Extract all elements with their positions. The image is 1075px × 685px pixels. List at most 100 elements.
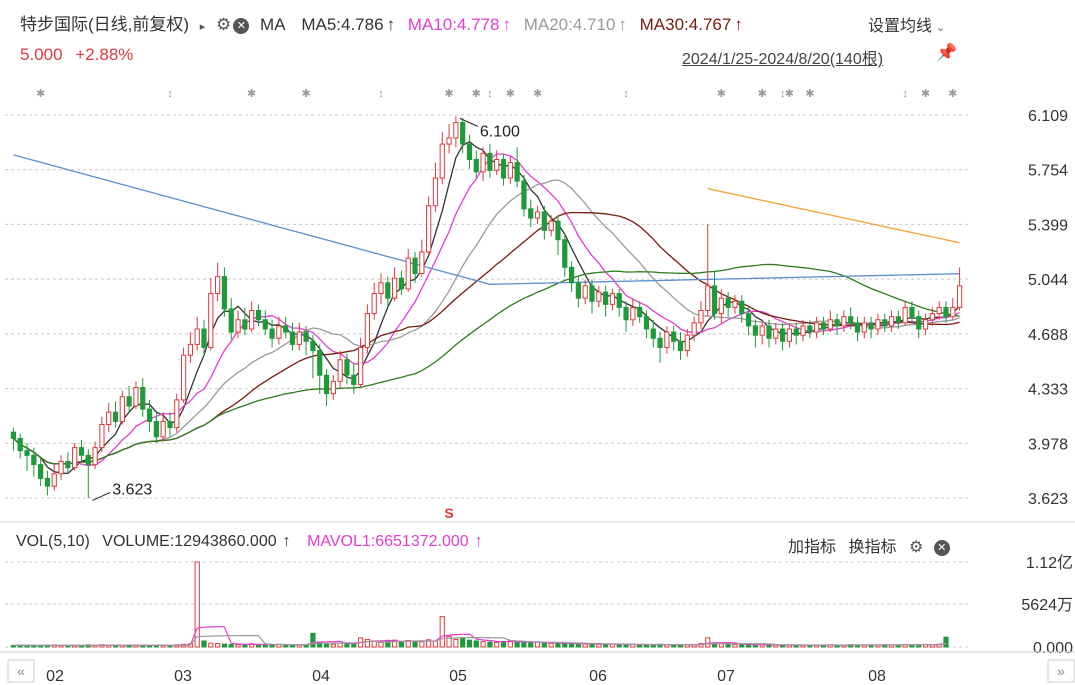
scroll-left-button[interactable] (7, 659, 35, 683)
candle-down (44, 477, 51, 487)
candle-down (167, 420, 173, 429)
y-tick-label: 4.688 (1028, 327, 1068, 344)
candle-up (630, 306, 636, 321)
vol-label[interactable]: VOL(5,10) (16, 533, 90, 550)
candle-up (548, 220, 554, 231)
candle-up (861, 322, 867, 333)
volume-bar (745, 644, 752, 648)
candle-up (357, 346, 364, 385)
candle-up (391, 277, 398, 299)
indicator-gear-icon[interactable]: ⚙ (908, 539, 924, 556)
high-arrow (459, 117, 479, 127)
volume-bar (521, 641, 527, 648)
date-range[interactable]: 2024/1/25-2024/8/20(140根) (682, 45, 883, 69)
candle-down (262, 319, 268, 330)
volume-bar (228, 644, 234, 648)
volume-bar (391, 639, 398, 648)
candle-down (943, 306, 949, 318)
ma10-arrow: ↑ (502, 15, 511, 34)
candle-up (929, 313, 935, 321)
volume-bar (616, 644, 622, 648)
ma20-arrow: ↑ (618, 15, 627, 34)
candle-up (378, 282, 384, 295)
volume-bar (310, 632, 316, 648)
volume-bar (405, 640, 411, 648)
candle-down (780, 328, 786, 342)
candle-down (739, 300, 745, 315)
candle-down (820, 322, 827, 330)
candle-up (936, 306, 942, 315)
candle-up (773, 328, 779, 339)
x-tick-label: 02 (46, 668, 64, 685)
expand-triangle-icon[interactable]: ▸ (199, 21, 206, 33)
candle-down (725, 297, 731, 308)
volume-bar (718, 643, 724, 648)
candle-up (432, 177, 439, 207)
candle-down (31, 454, 37, 466)
candle-up (922, 319, 929, 330)
ma250-line (707, 187, 960, 244)
candle-up (160, 420, 166, 438)
stock-title[interactable]: 特步国际(日线,前复权) (20, 15, 190, 34)
gear-icon[interactable]: ⚙ (216, 15, 232, 34)
volume-bar (269, 644, 275, 648)
ma60-line (12, 263, 960, 465)
ma5-value: MA5:4.786 (301, 15, 384, 34)
event-marker-icon: ↕ (378, 88, 384, 100)
volume-bar (208, 642, 214, 648)
candle-up (419, 251, 425, 275)
candle-down (269, 328, 275, 339)
switch-indicator-button[interactable]: 换指标 (848, 539, 897, 556)
candle-down (882, 319, 888, 327)
volume-bar (201, 640, 207, 648)
scroll-right-button[interactable] (1047, 659, 1075, 683)
ma120-line (13, 154, 960, 285)
event-marker-icon: ✱ (758, 88, 767, 100)
candle-up (106, 411, 112, 426)
volume-bar (426, 639, 432, 648)
candle-down (793, 328, 799, 336)
candle-down (677, 340, 684, 352)
event-marker-icon: ✱ (717, 88, 726, 100)
event-marker-icon: ✱ (785, 88, 794, 100)
candle-up (494, 159, 500, 171)
candle-down (657, 337, 663, 348)
mavol1-arrow: ↑ (474, 533, 483, 550)
ma10-line (12, 153, 960, 467)
volume-grid (5, 561, 968, 648)
volume-bar (487, 641, 493, 648)
indicator-close-icon[interactable]: ✕ (933, 539, 950, 556)
candle-down (351, 374, 357, 385)
ma20-line (12, 179, 960, 465)
candle-down (568, 266, 575, 284)
settings-ma-button[interactable]: 设置均线 ⌄ (868, 12, 945, 36)
volume-bar (330, 643, 336, 648)
candle-up (208, 293, 214, 348)
close-icon[interactable]: ✕ (233, 17, 250, 34)
candle-down (575, 282, 582, 299)
candle-down (473, 159, 479, 173)
volume-bar (555, 642, 561, 648)
volume-bar (698, 643, 704, 648)
candle-down (344, 359, 350, 376)
y-tick-label: 4.333 (1028, 382, 1068, 399)
volume-bar (419, 641, 425, 648)
candle-down (671, 331, 677, 342)
candle-up (296, 331, 302, 345)
volume-bar (194, 561, 200, 648)
ma-label: MA (260, 15, 285, 34)
candle-up (691, 322, 697, 336)
event-marker-icon: ✱ (506, 88, 515, 100)
volume-bar (943, 636, 949, 648)
volume-bar (480, 641, 486, 648)
candle-down (283, 325, 289, 333)
candle-down (650, 328, 656, 339)
add-indicator-button[interactable]: 加指标 (788, 539, 837, 556)
candle-down (807, 325, 813, 333)
volume-bar (575, 643, 582, 648)
pin-icon[interactable]: 📌 (936, 43, 958, 62)
volume-bar (398, 641, 405, 648)
volume-bar (460, 637, 466, 648)
candle-up (58, 460, 64, 475)
